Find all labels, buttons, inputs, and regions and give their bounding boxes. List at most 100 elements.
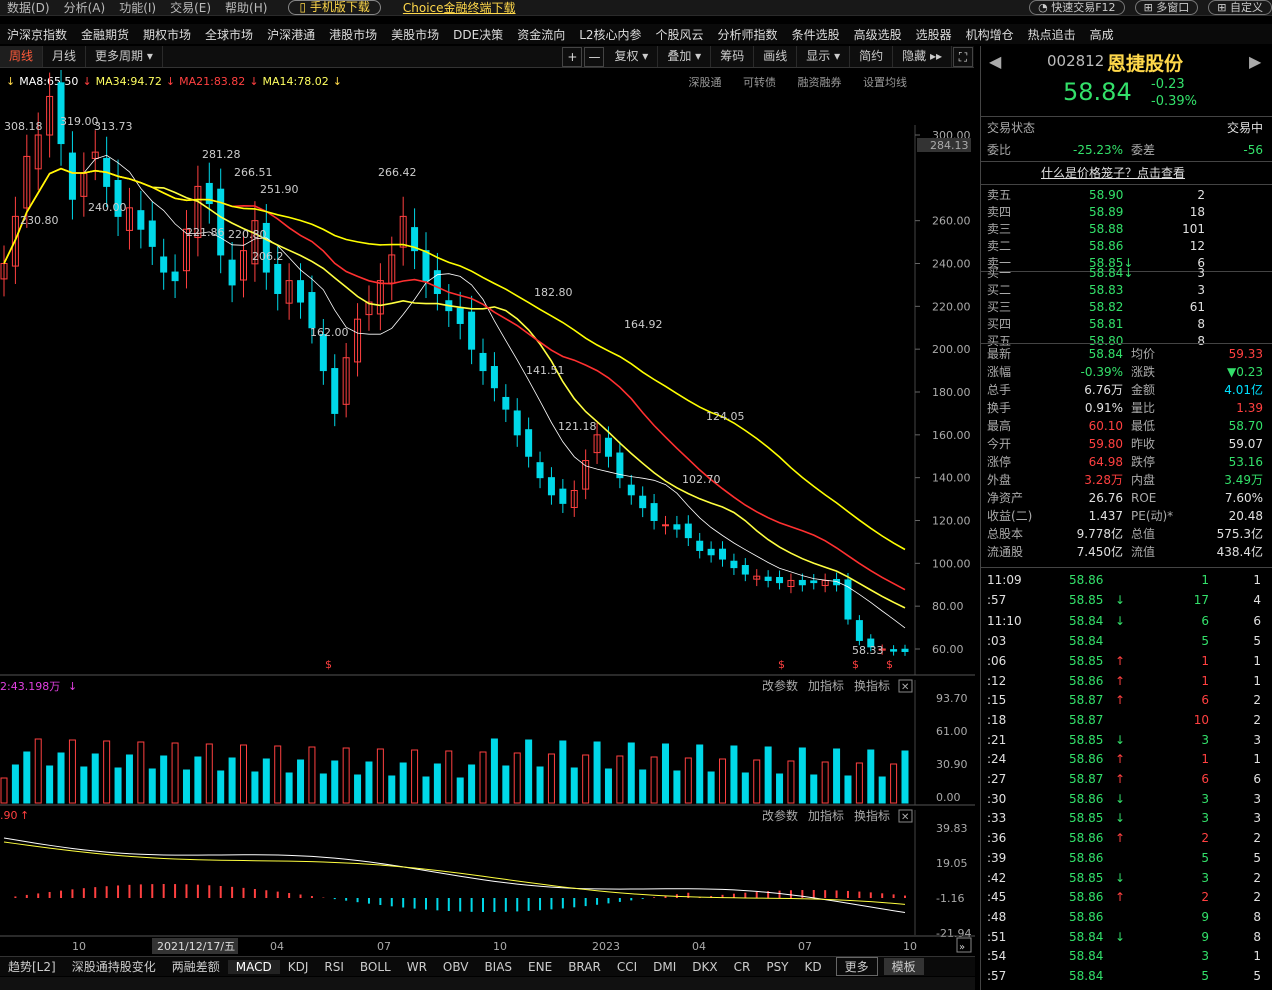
bid-row[interactable]: 买二 58.83 3	[981, 281, 1271, 299]
x-axis-label: 07	[798, 940, 812, 953]
candle-body	[673, 524, 681, 530]
bid-row[interactable]: 买一 58.84↓ 3	[981, 264, 1271, 282]
vol-add-indicator[interactable]: 加指标	[808, 678, 844, 693]
display-dropdown[interactable]: 显示 ▾	[797, 46, 851, 67]
multi-window-button[interactable]: ⊞ 多窗口	[1134, 0, 1199, 15]
chips-button[interactable]: 筹码	[711, 46, 755, 67]
fullscreen-icon[interactable]: ⛶	[953, 46, 973, 67]
zoom-out-button[interactable]: —	[584, 46, 605, 67]
nav-item[interactable]: 条件选股	[791, 27, 840, 42]
nav-item[interactable]: 分析师指数	[717, 27, 778, 42]
ask-row[interactable]: 卖二 58.86 12	[981, 237, 1271, 255]
menu-function[interactable]: 功能(I)	[119, 1, 157, 15]
ask-row[interactable]: 卖四 58.89 18	[981, 203, 1271, 221]
indicator-tab[interactable]: KDJ	[287, 959, 309, 974]
indicator-tab[interactable]: 深股通持股变化	[71, 960, 156, 974]
indicator-tab[interactable]: CCI	[616, 959, 638, 974]
indicator-tab[interactable]: OBV	[442, 959, 469, 974]
indicator-tab[interactable]: ENE	[528, 959, 553, 974]
book-price: 58.90	[1089, 188, 1124, 202]
restore-rights-dropdown[interactable]: 复权 ▾	[605, 46, 659, 67]
tick-volume: 3	[1201, 949, 1209, 964]
mobile-download-button[interactable]: ▯ 手机版下载	[288, 0, 381, 15]
nav-item[interactable]: 期权市场	[143, 27, 192, 42]
bid-row[interactable]: 买三 58.82 61	[981, 298, 1271, 316]
next-stock-icon[interactable]: ▶	[1249, 52, 1262, 71]
margin-link[interactable]: 融资融券	[797, 76, 842, 89]
nav-item[interactable]: 选股器	[915, 27, 952, 42]
indicator-tab[interactable]: PSY	[766, 959, 789, 974]
bid-row[interactable]: 买四 58.81 8	[981, 315, 1271, 333]
indicator-tab[interactable]: DMI	[653, 959, 677, 974]
tick-row: :39 58.86 5 5	[981, 849, 1271, 867]
prev-stock-icon[interactable]: ◀	[989, 52, 1002, 71]
ask-row[interactable]: 卖五 58.90 2	[981, 186, 1271, 204]
macd-change-params[interactable]: 改参数	[762, 808, 798, 823]
choice-download-link[interactable]: Choice金融终端下载	[402, 1, 516, 15]
indicator-tab[interactable]: BOLL	[359, 959, 391, 974]
indicator-tab[interactable]: RSI	[324, 959, 344, 974]
nav-item[interactable]: 高成	[1089, 27, 1114, 42]
menu-data[interactable]: 数据(D)	[7, 1, 50, 15]
ask-row[interactable]: 卖一 58.85↓ 6	[981, 254, 1271, 272]
candle-body	[308, 292, 316, 329]
convertible-bond-link[interactable]: 可转债	[743, 76, 776, 89]
indicator-tab[interactable]: 趋势[L2]	[8, 960, 56, 974]
indicator-tab[interactable]: WR	[406, 959, 427, 974]
indicator-tab[interactable]: KD	[804, 959, 822, 974]
book-level-label: 买二	[987, 283, 1012, 297]
scroll-right-button[interactable]	[956, 937, 972, 953]
price-tick: 120.00	[932, 515, 971, 528]
zoom-in-button[interactable]: +	[562, 46, 583, 67]
nav-item[interactable]: 热点追击	[1027, 27, 1076, 42]
period-month-tab[interactable]: 月线	[43, 46, 87, 67]
volume-bar	[741, 772, 749, 804]
custom-button[interactable]: ⊞ 自定义	[1208, 0, 1272, 15]
nav-item[interactable]: 美股市场	[391, 27, 440, 42]
menu-trade[interactable]: 交易(E)	[170, 1, 212, 15]
menu-analysis[interactable]: 分析(A)	[63, 1, 106, 15]
nav-item[interactable]: 资金流向	[517, 27, 566, 42]
nav-item[interactable]: 高级选股	[853, 27, 902, 42]
indicator-tab[interactable]: CR	[733, 959, 751, 974]
indicator-tab[interactable]: BIAS	[484, 959, 513, 974]
nav-item[interactable]: 机构增仓	[965, 27, 1014, 42]
tick-count: 1	[1253, 752, 1261, 767]
menu-help[interactable]: 帮助(H)	[225, 1, 268, 15]
ask-row[interactable]: 卖三 58.88 101	[981, 220, 1271, 238]
indicator-tab[interactable]: DKX	[692, 959, 718, 974]
fast-trade-button[interactable]: ◔ 快速交易F12	[1029, 0, 1125, 15]
vol-switch-indicator[interactable]: 换指标	[854, 678, 890, 693]
close-icon[interactable]	[898, 679, 913, 693]
nav-item[interactable]: 港股市场	[329, 27, 378, 42]
more-indicators-button[interactable]: 更多	[835, 957, 878, 976]
more-period-dropdown[interactable]: 更多周期 ▾	[86, 46, 163, 67]
nav-item[interactable]: DDE决策	[453, 27, 504, 42]
indicator-tab-macd[interactable]: MACD	[227, 959, 280, 974]
nav-item[interactable]: 沪深港通	[267, 27, 316, 42]
price-cage-link[interactable]: 什么是价格笼子？点击查看	[981, 164, 1271, 182]
draw-line-button[interactable]: 画线	[754, 46, 798, 67]
ma-settings-link[interactable]: 设置均线	[863, 76, 907, 89]
overlay-dropdown[interactable]: 叠加 ▾	[658, 46, 712, 67]
chart-toolbar: 周线 月线 更多周期 ▾ + — 复权 ▾ 叠加 ▾ 筹码 画线 显示 ▾ 简约…	[0, 46, 974, 68]
nav-item[interactable]: 金融期货	[81, 27, 130, 42]
indicator-tab[interactable]: 两融差额	[171, 960, 220, 974]
nav-item[interactable]: 个股风云	[655, 27, 704, 42]
stat-value: 9.778亿	[1076, 527, 1123, 541]
macd-add-indicator[interactable]: 加指标	[808, 808, 844, 823]
period-week-tab[interactable]: 周线	[0, 46, 44, 67]
nav-item[interactable]: 全球市场	[205, 27, 254, 42]
template-button[interactable]: 模板	[883, 958, 924, 975]
macd-switch-indicator[interactable]: 换指标	[854, 808, 890, 823]
concise-button[interactable]: 简约	[850, 46, 894, 67]
close-icon[interactable]	[898, 809, 913, 823]
nav-item[interactable]: L2核心内参	[579, 27, 642, 42]
vol-change-params[interactable]: 改参数	[762, 678, 798, 693]
nav-item[interactable]: 沪深京指数	[7, 27, 68, 42]
indicator-tab[interactable]: BRAR	[568, 959, 601, 974]
hk-connect-link[interactable]: 深股通	[688, 76, 722, 89]
hide-button[interactable]: 隐藏 ▸▸	[893, 46, 952, 67]
bid-row[interactable]: 买五 58.80 8	[981, 332, 1271, 350]
